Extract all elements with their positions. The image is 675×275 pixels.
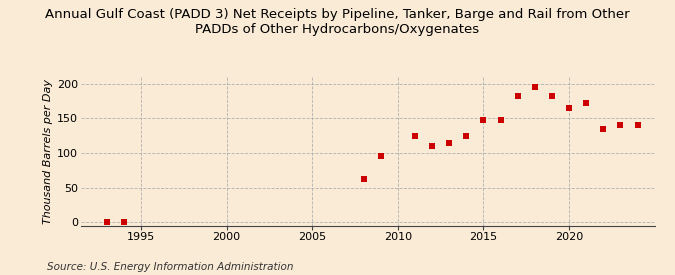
Point	[461, 133, 472, 138]
Point	[427, 144, 437, 148]
Point	[547, 94, 558, 98]
Point	[118, 220, 129, 224]
Point	[478, 118, 489, 122]
Point	[410, 133, 421, 138]
Text: Annual Gulf Coast (PADD 3) Net Receipts by Pipeline, Tanker, Barge and Rail from: Annual Gulf Coast (PADD 3) Net Receipts …	[45, 8, 630, 36]
Point	[564, 106, 574, 110]
Point	[101, 220, 112, 224]
Point	[529, 85, 540, 90]
Point	[375, 154, 386, 159]
Text: Source: U.S. Energy Information Administration: Source: U.S. Energy Information Administ…	[47, 262, 294, 272]
Point	[598, 126, 609, 131]
Point	[444, 141, 455, 145]
Point	[581, 101, 592, 105]
Point	[632, 123, 643, 128]
Y-axis label: Thousand Barrels per Day: Thousand Barrels per Day	[43, 79, 53, 224]
Point	[512, 94, 523, 98]
Point	[358, 176, 369, 181]
Point	[615, 123, 626, 128]
Point	[495, 118, 506, 122]
